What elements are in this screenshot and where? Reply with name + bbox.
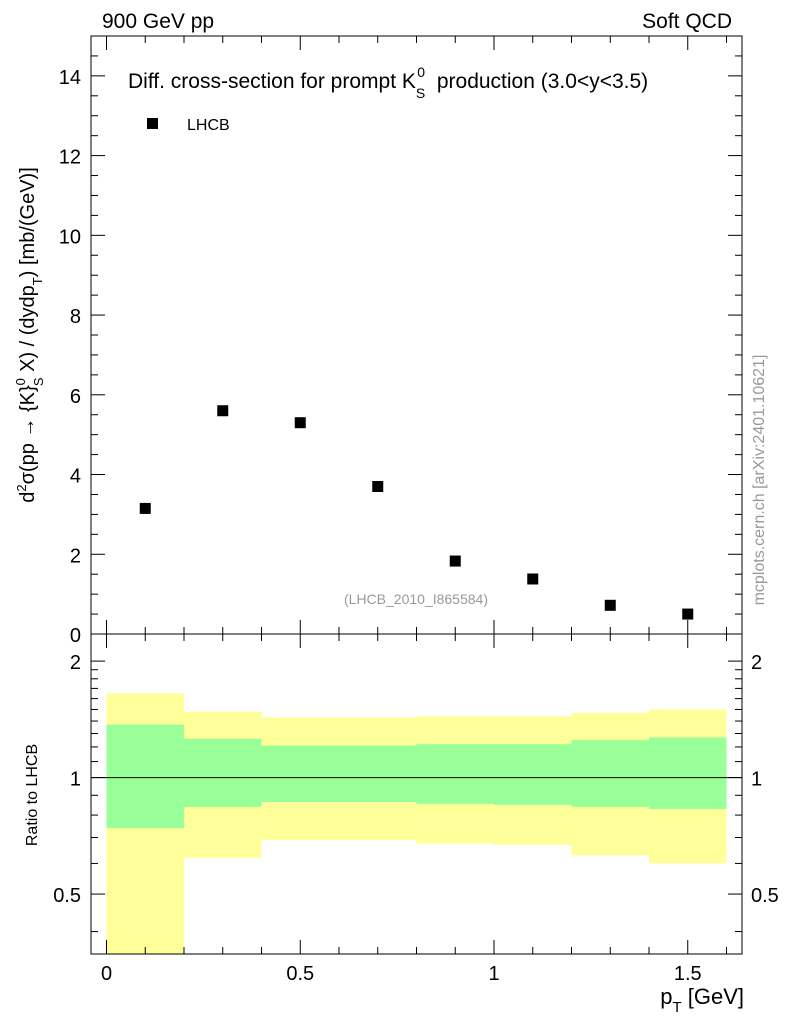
ratio-ytick-label-right-1: 1 — [751, 769, 762, 791]
data-point-3 — [372, 480, 384, 492]
ratio-inner-band-bin-0 — [106, 724, 184, 829]
main-y-axis-label: d2σ(pp → {K}0 S X) / (dydpT) [mb/(GeV)] — [13, 167, 46, 503]
data-point-5 — [527, 573, 539, 585]
ratio-ytick-label-left-0: 0.5 — [53, 885, 81, 907]
data-point-0 — [139, 502, 151, 514]
x-axis-label: pT [GeV] — [660, 984, 744, 1016]
ratio-inner-band-bin-5 — [494, 744, 572, 805]
legend-label: LHCB — [187, 117, 230, 134]
main-ytick-label-0: 0 — [70, 625, 81, 647]
data-point-7 — [682, 608, 694, 620]
axis-ticks — [91, 36, 742, 954]
main-ytick-label-3: 6 — [70, 386, 81, 408]
ratio-ytick-label-right-2: 2 — [751, 652, 762, 674]
ratio-inner-band-bin-7 — [649, 737, 727, 809]
header-right: Soft QCD — [642, 10, 732, 33]
header-left: 900 GeV pp — [102, 10, 214, 33]
ratio-inner-band-bin-3 — [339, 745, 417, 802]
ratio-bands — [106, 693, 727, 954]
ratio-inner-band-bin-1 — [184, 738, 262, 807]
analysis-id-annotation: (LHCB_2010_I865584) — [344, 591, 488, 607]
data-markers — [139, 405, 694, 620]
data-point-1 — [217, 405, 229, 417]
xtick-label-2: 1 — [488, 963, 499, 985]
data-point-6 — [604, 599, 616, 611]
main-ytick-label-6: 12 — [59, 147, 81, 169]
legend-marker — [147, 118, 158, 129]
xtick-label-1: 0.5 — [286, 963, 314, 985]
main-ytick-label-5: 10 — [59, 226, 81, 248]
ratio-y-axis-label: Ratio to LHCB — [24, 744, 41, 846]
xtick-label-3: 1.5 — [674, 963, 702, 985]
ratio-ytick-label-right-0: 0.5 — [751, 885, 779, 907]
data-point-2 — [294, 417, 306, 429]
xtick-label-0: 0 — [101, 963, 112, 985]
main-ytick-label-7: 14 — [59, 67, 81, 89]
main-ytick-label-4: 8 — [70, 306, 81, 328]
main-ytick-label-2: 4 — [70, 466, 81, 488]
main-ytick-label-1: 2 — [70, 545, 81, 567]
mcplots-side-label: mcplots.cern.ch [arXiv:2401.10621] — [751, 355, 768, 606]
ratio-inner-band-bin-2 — [261, 745, 339, 802]
ratio-inner-band-bin-6 — [571, 740, 649, 807]
data-point-4 — [449, 555, 461, 567]
ratio-ytick-label-left-2: 2 — [70, 652, 81, 674]
chart-title: Diff. cross-section for prompt KS0 produ… — [128, 64, 648, 101]
ratio-inner-band-bin-4 — [416, 744, 494, 804]
ratio-ytick-label-left-1: 1 — [70, 769, 81, 791]
